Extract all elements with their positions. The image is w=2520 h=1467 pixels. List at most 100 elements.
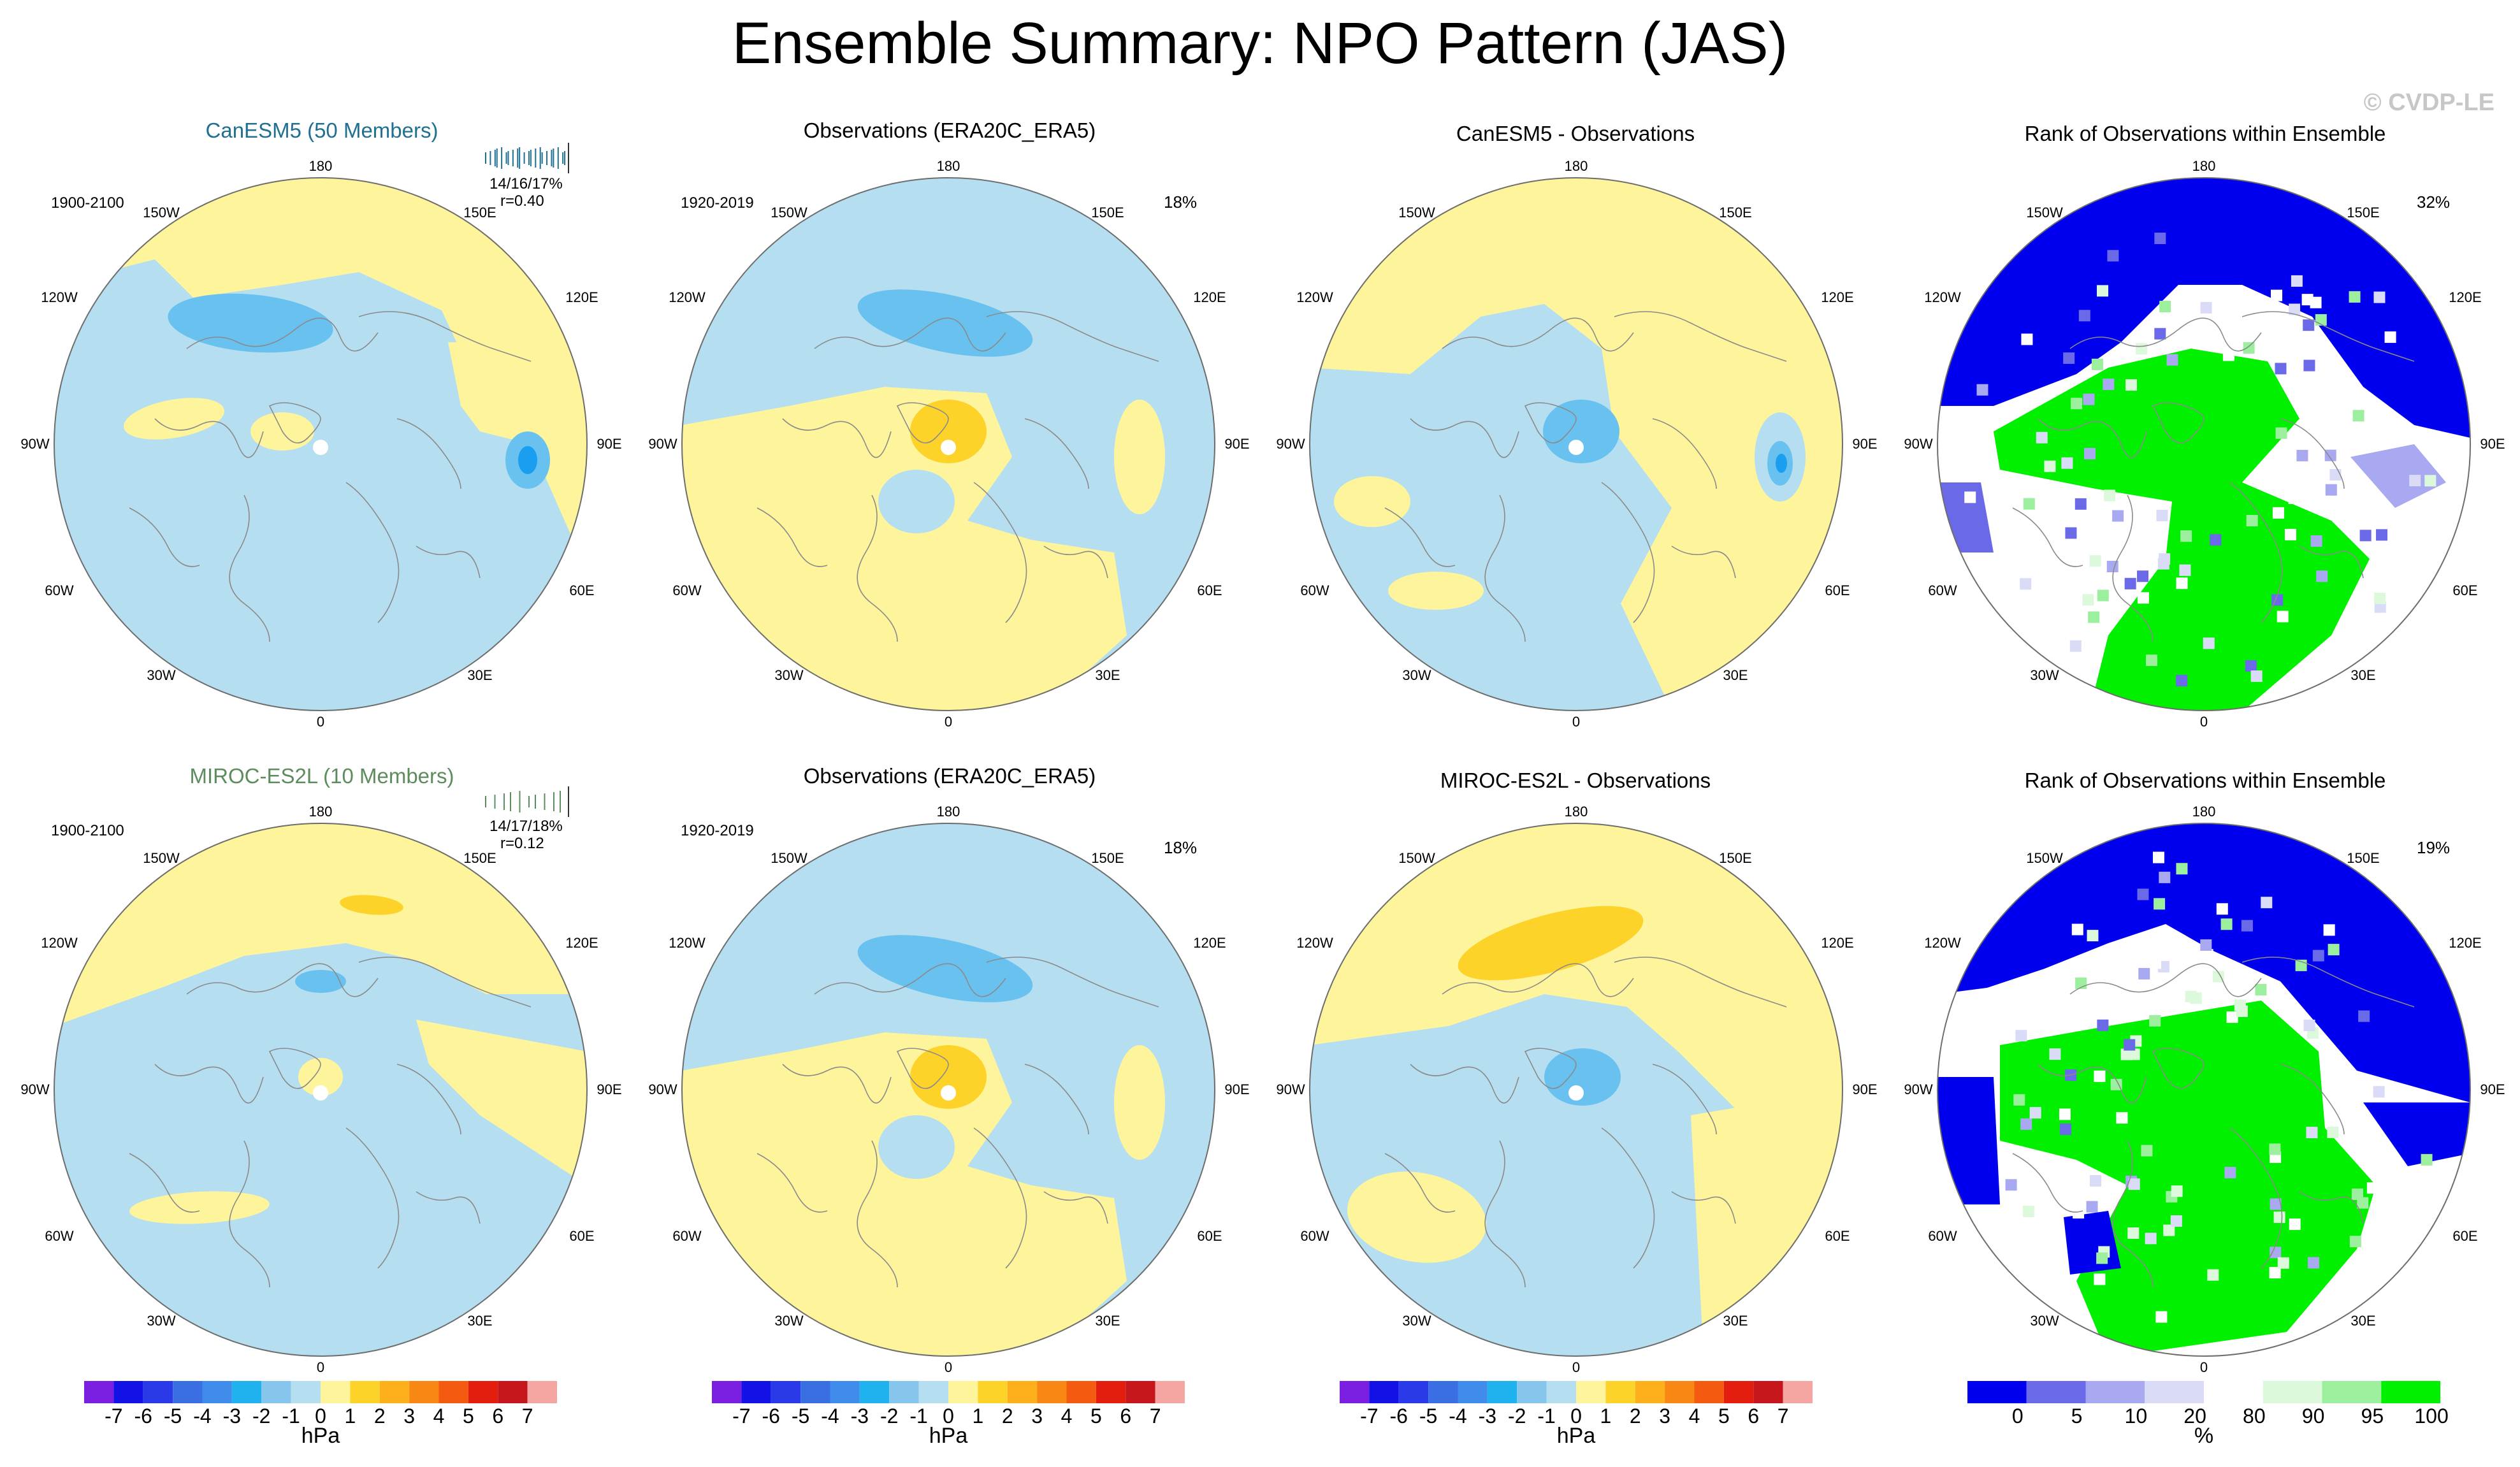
rank-cell [2316,570,2328,582]
rank-cell [2423,495,2435,507]
coastline [1043,546,1108,579]
rank-cell [2303,1019,2315,1031]
rank-cell [2421,1153,2433,1166]
colorbar-tick-label: -3 [222,1405,242,1427]
rank-cell [2136,343,2148,355]
rank-cell [2112,510,2124,522]
figure-title: Ensemble Summary: NPO Pattern (JAS) [732,11,1788,76]
degree-label-bottom: 0 [1572,1359,1581,1375]
coastline [2152,1048,2205,1089]
positive-anomaly-fill [682,387,1127,711]
rank-cell [2097,589,2109,602]
rank-cell [2141,1145,2153,1157]
degree-label-lower-right-inner: 30E [1095,667,1120,683]
rank-cell [2180,530,2192,542]
rank-cell [2020,578,2032,590]
rank-cell [2083,393,2095,405]
coastline [129,1153,200,1213]
rank-cell [2210,534,2222,546]
degree-label-bottom: 0 [2199,714,2208,730]
coastline [268,402,321,444]
colorbar-tick-label: -2 [252,1405,271,1427]
colorbar-tick-label: -5 [163,1405,182,1427]
rank-cell [2094,1070,2106,1082]
model-period-row2: 1900-2100 [51,822,124,839]
map-border [1937,823,2471,1357]
rank-cell [2116,1112,2128,1124]
positive-anomaly-fill [682,1032,1127,1356]
degree-label-left: 90W [1276,436,1305,452]
colorbar-tick-label: -1 [282,1405,300,1427]
degree-label-top: 180 [936,804,960,820]
rank-cell [2063,352,2075,365]
rank-cell [2159,301,2171,313]
positive-anomaly-fill [1691,1090,1843,1356]
colorbar-tick-label: 7 [1777,1405,1789,1427]
model-title-row2: MIROC-ES2L (10 Members) [189,764,454,788]
rank-cell [2246,515,2258,527]
rank-title-row2: Rank of Observations within Ensemble [2024,769,2386,792]
rank-colorbar-tick-label: 95 [2361,1405,2384,1427]
degree-label-upper-right-inner: 150E [2347,850,2380,866]
rank-cell [2357,1197,2369,1209]
rank-cell [2103,379,2115,391]
coastline [416,1191,481,1224]
rank-cell [2424,475,2437,487]
rank-cell [2013,1094,2025,1106]
rank-cell [2376,529,2388,541]
degree-label-top: 180 [308,158,333,174]
rank-cell [2273,1211,2285,1224]
negative-anomaly-core [295,970,346,993]
rank-cell [2176,577,2188,589]
degree-label-upper-right-outer: 120E [1193,289,1226,305]
colorbar-tick-label: 0 [943,1405,954,1427]
coastline [2152,402,2205,444]
rank-cell [2088,611,2100,623]
degree-label-upper-left-outer: 120W [41,289,78,305]
positive-anomaly-fill [1114,1045,1165,1160]
degree-label-upper-left-inner: 150W [771,205,807,220]
rank-cell [2432,498,2444,510]
rank-cell [2171,1185,2183,1197]
rank-cell [2044,460,2056,472]
map-panel-diff-row2 [1310,823,1843,1356]
degree-label-lower-right-outer: 60E [2452,1228,2478,1244]
rank-cell [2226,1011,2238,1023]
degree-label-upper-left-inner: 150W [2026,850,2063,866]
coastline [1484,1140,1526,1288]
rank-cell [2020,1118,2032,1130]
rank-cell [2373,1086,2385,1098]
rank-cell [2312,440,2324,452]
rank-cell [2154,898,2166,910]
colorbar-tick-label: 2 [1001,1405,1013,1427]
degree-label-lower-left-outer: 60W [672,582,702,598]
degree-label-upper-right-inner: 150E [1719,850,1752,866]
coastline [1043,1191,1108,1224]
rank-cell [2310,296,2322,308]
positive-anomaly-core [1458,906,1644,981]
rank-cell [2201,949,2213,961]
degree-label-lower-right-inner: 30E [2350,1313,2376,1329]
coastline [1024,1064,1089,1135]
model-stats-row1: 14/16/17% [489,175,563,192]
rank-cell [2069,640,2082,652]
degree-label-upper-left-inner: 150W [143,850,180,866]
degree-label-lower-right-inner: 30E [1723,667,1748,683]
degree-label-upper-right-outer: 120E [2449,289,2482,305]
rank-cell [2312,950,2324,962]
north-pole-marker [941,1085,956,1101]
degree-label-lower-left-outer: 60W [1300,1228,1329,1244]
negative-anomaly-core [857,935,1033,1002]
degree-label-left: 90W [1904,1081,1933,1097]
rank-colorbar-tick-label: 10 [2124,1405,2148,1427]
degree-label-lower-right-inner: 30E [2350,667,2376,683]
degree-label-lower-left-outer: 60W [672,1228,702,1244]
coastline [358,311,532,362]
coastline [896,1048,949,1089]
rank-cell [2284,528,2296,540]
positive-anomaly-fill [1114,400,1165,514]
rank-cell [2185,990,2197,1002]
coastline [416,546,481,579]
colorbar-tick-label: 6 [1120,1405,1132,1427]
rank-cell [2323,924,2335,936]
